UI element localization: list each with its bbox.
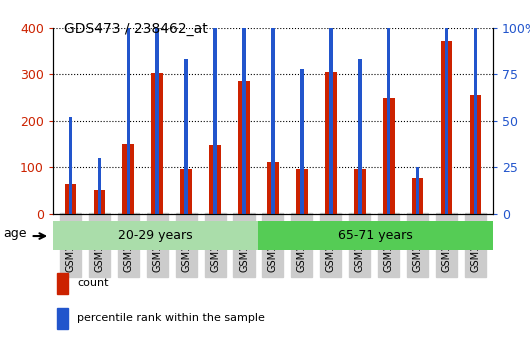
Bar: [258, 221, 493, 250]
Bar: [412, 178, 423, 214]
Bar: [127, 0, 130, 214]
Bar: [155, 0, 159, 214]
Bar: [300, 69, 304, 214]
Bar: [329, 0, 332, 214]
Text: GDS473 / 238462_at: GDS473 / 238462_at: [64, 22, 207, 37]
Text: count: count: [77, 278, 109, 288]
Bar: [358, 59, 361, 214]
Bar: [238, 81, 250, 214]
Bar: [57, 308, 68, 329]
Bar: [214, 0, 217, 214]
Bar: [271, 9, 275, 214]
Bar: [474, 0, 478, 214]
Bar: [354, 169, 366, 214]
Text: percentile rank within the sample: percentile rank within the sample: [77, 313, 265, 323]
Bar: [416, 167, 419, 214]
Bar: [325, 72, 337, 214]
Bar: [387, 0, 391, 214]
Bar: [68, 117, 72, 214]
Bar: [242, 0, 246, 214]
Text: age: age: [3, 227, 26, 240]
Bar: [122, 144, 134, 214]
Bar: [93, 190, 105, 214]
Bar: [57, 273, 68, 294]
Bar: [441, 41, 453, 214]
Bar: [296, 169, 308, 214]
Bar: [152, 73, 163, 214]
Bar: [383, 98, 394, 214]
Bar: [445, 0, 448, 214]
Bar: [209, 146, 221, 214]
Bar: [65, 184, 76, 214]
Bar: [98, 158, 101, 214]
Bar: [53, 221, 258, 250]
Bar: [267, 162, 279, 214]
Bar: [180, 169, 192, 214]
Bar: [184, 59, 188, 214]
Bar: [470, 95, 481, 214]
Text: 20-29 years: 20-29 years: [118, 229, 193, 242]
Text: 65-71 years: 65-71 years: [338, 229, 413, 242]
